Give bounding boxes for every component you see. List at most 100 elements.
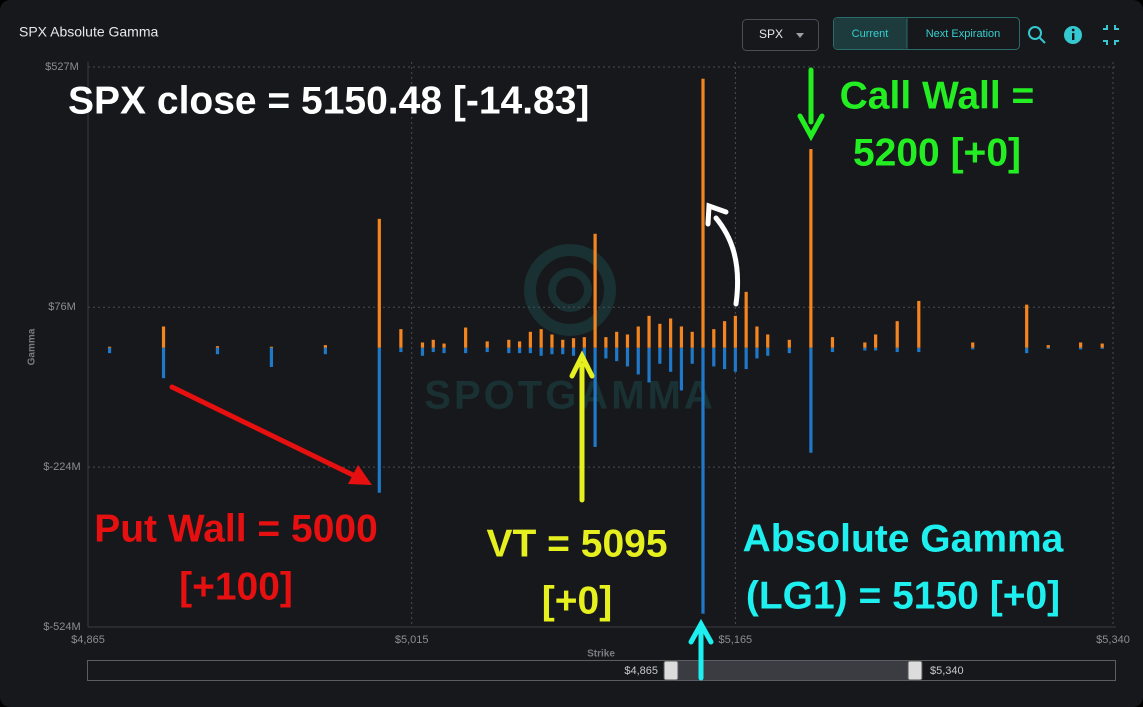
arrowhead: [348, 465, 372, 485]
symbol-select[interactable]: [742, 19, 819, 51]
annotation: [+100]: [179, 565, 293, 608]
bar: [679, 347, 684, 391]
bar: [561, 339, 565, 348]
button-label: Current: [852, 28, 889, 40]
x-tick-label: $5,340: [1096, 634, 1130, 646]
bar: [420, 342, 425, 348]
bar: [442, 343, 446, 348]
bar: [863, 342, 867, 348]
annotation: [+0]: [542, 579, 612, 622]
symbol-label: SPX: [759, 27, 783, 41]
bar: [539, 347, 543, 356]
bar: [895, 321, 899, 348]
bar: [431, 347, 435, 353]
bar: [787, 339, 791, 348]
y-tick-label: $-524M: [43, 621, 80, 633]
arrows: [169, 67, 825, 681]
bar: [669, 347, 673, 372]
button-label[interactable]: Next Expiration: [926, 28, 1001, 40]
bar: [1025, 347, 1029, 354]
bar: [712, 347, 716, 367]
bar: [269, 346, 274, 348]
bar: [517, 341, 522, 348]
x-tick-label: $5,165: [719, 634, 753, 646]
bar: [647, 315, 651, 348]
bar: [485, 341, 489, 348]
watermark: SPOTGAMMA: [424, 244, 713, 418]
bar: [377, 218, 381, 348]
bar: [1100, 343, 1104, 348]
bar: [701, 347, 705, 614]
arrowhead: [688, 618, 714, 645]
bar: [107, 346, 112, 348]
bar: [722, 347, 727, 370]
bar: [593, 347, 597, 447]
bar: [215, 347, 220, 355]
bar: [636, 326, 640, 348]
range-handle[interactable]: [907, 660, 923, 681]
annotation: VT = 5095: [486, 522, 667, 565]
range-label: $4,865: [624, 665, 658, 677]
bar: [701, 78, 705, 348]
arrow: [713, 215, 741, 307]
bar: [830, 337, 835, 348]
bar: [464, 347, 468, 354]
y-tick-label: $76M: [48, 301, 76, 313]
bar: [744, 291, 748, 348]
annotation: (LG1) = 5150 [+0]: [746, 574, 1060, 617]
x-tick-label: $5,015: [395, 634, 429, 646]
y-axis-label: Gamma: [27, 328, 38, 365]
collapse-icon[interactable]: [1103, 25, 1119, 45]
bar: [582, 347, 586, 359]
bar: [917, 347, 921, 353]
bar: [377, 347, 381, 493]
bar: [766, 347, 770, 356]
annotation: SPX close = 5150.48 [-14.83]: [68, 79, 589, 122]
current-button[interactable]: [834, 18, 907, 49]
search-icon[interactable]: [1028, 26, 1046, 44]
bar: [690, 331, 694, 348]
bar: [1079, 347, 1083, 350]
bar: [323, 345, 327, 348]
bar: [809, 347, 813, 453]
bar: [593, 233, 597, 348]
range-handle[interactable]: [663, 660, 679, 681]
bar: [550, 334, 554, 348]
y-tick-label: $527M: [45, 61, 79, 73]
bar: [161, 326, 166, 348]
bar: [744, 347, 748, 370]
bar: [830, 347, 835, 353]
y-tick-label: $-224M: [43, 461, 80, 473]
bar: [971, 347, 975, 350]
bar: [528, 331, 532, 348]
annotations: SPX close = 5150.48 [-14.83] Call Wall = 5…: [68, 74, 1064, 622]
annotation: Absolute Gamma: [743, 517, 1064, 560]
range-selection[interactable]: [671, 661, 915, 680]
bar: [863, 347, 867, 351]
bar: [874, 347, 878, 351]
bar: [615, 347, 619, 362]
bar: [1079, 342, 1083, 348]
arrowhead: [569, 350, 595, 379]
bar: [323, 347, 327, 355]
bar: [485, 347, 489, 353]
bar: [582, 337, 586, 348]
range-label: $5,340: [930, 665, 964, 677]
info-icon[interactable]: [1064, 26, 1082, 44]
bar: [722, 321, 727, 348]
bar: [399, 329, 403, 348]
bar: [766, 334, 770, 348]
bar: [269, 347, 274, 367]
bar: [161, 347, 166, 379]
x-tick-label: $4,865: [71, 634, 105, 646]
bar: [107, 347, 112, 354]
bar: [1025, 304, 1029, 348]
bar: [431, 339, 435, 348]
bar: [647, 347, 651, 383]
annotation: 5200 [+0]: [853, 131, 1021, 174]
bar: [1100, 347, 1104, 349]
x-axis-label: Strike: [587, 649, 615, 660]
bar: [539, 329, 543, 348]
